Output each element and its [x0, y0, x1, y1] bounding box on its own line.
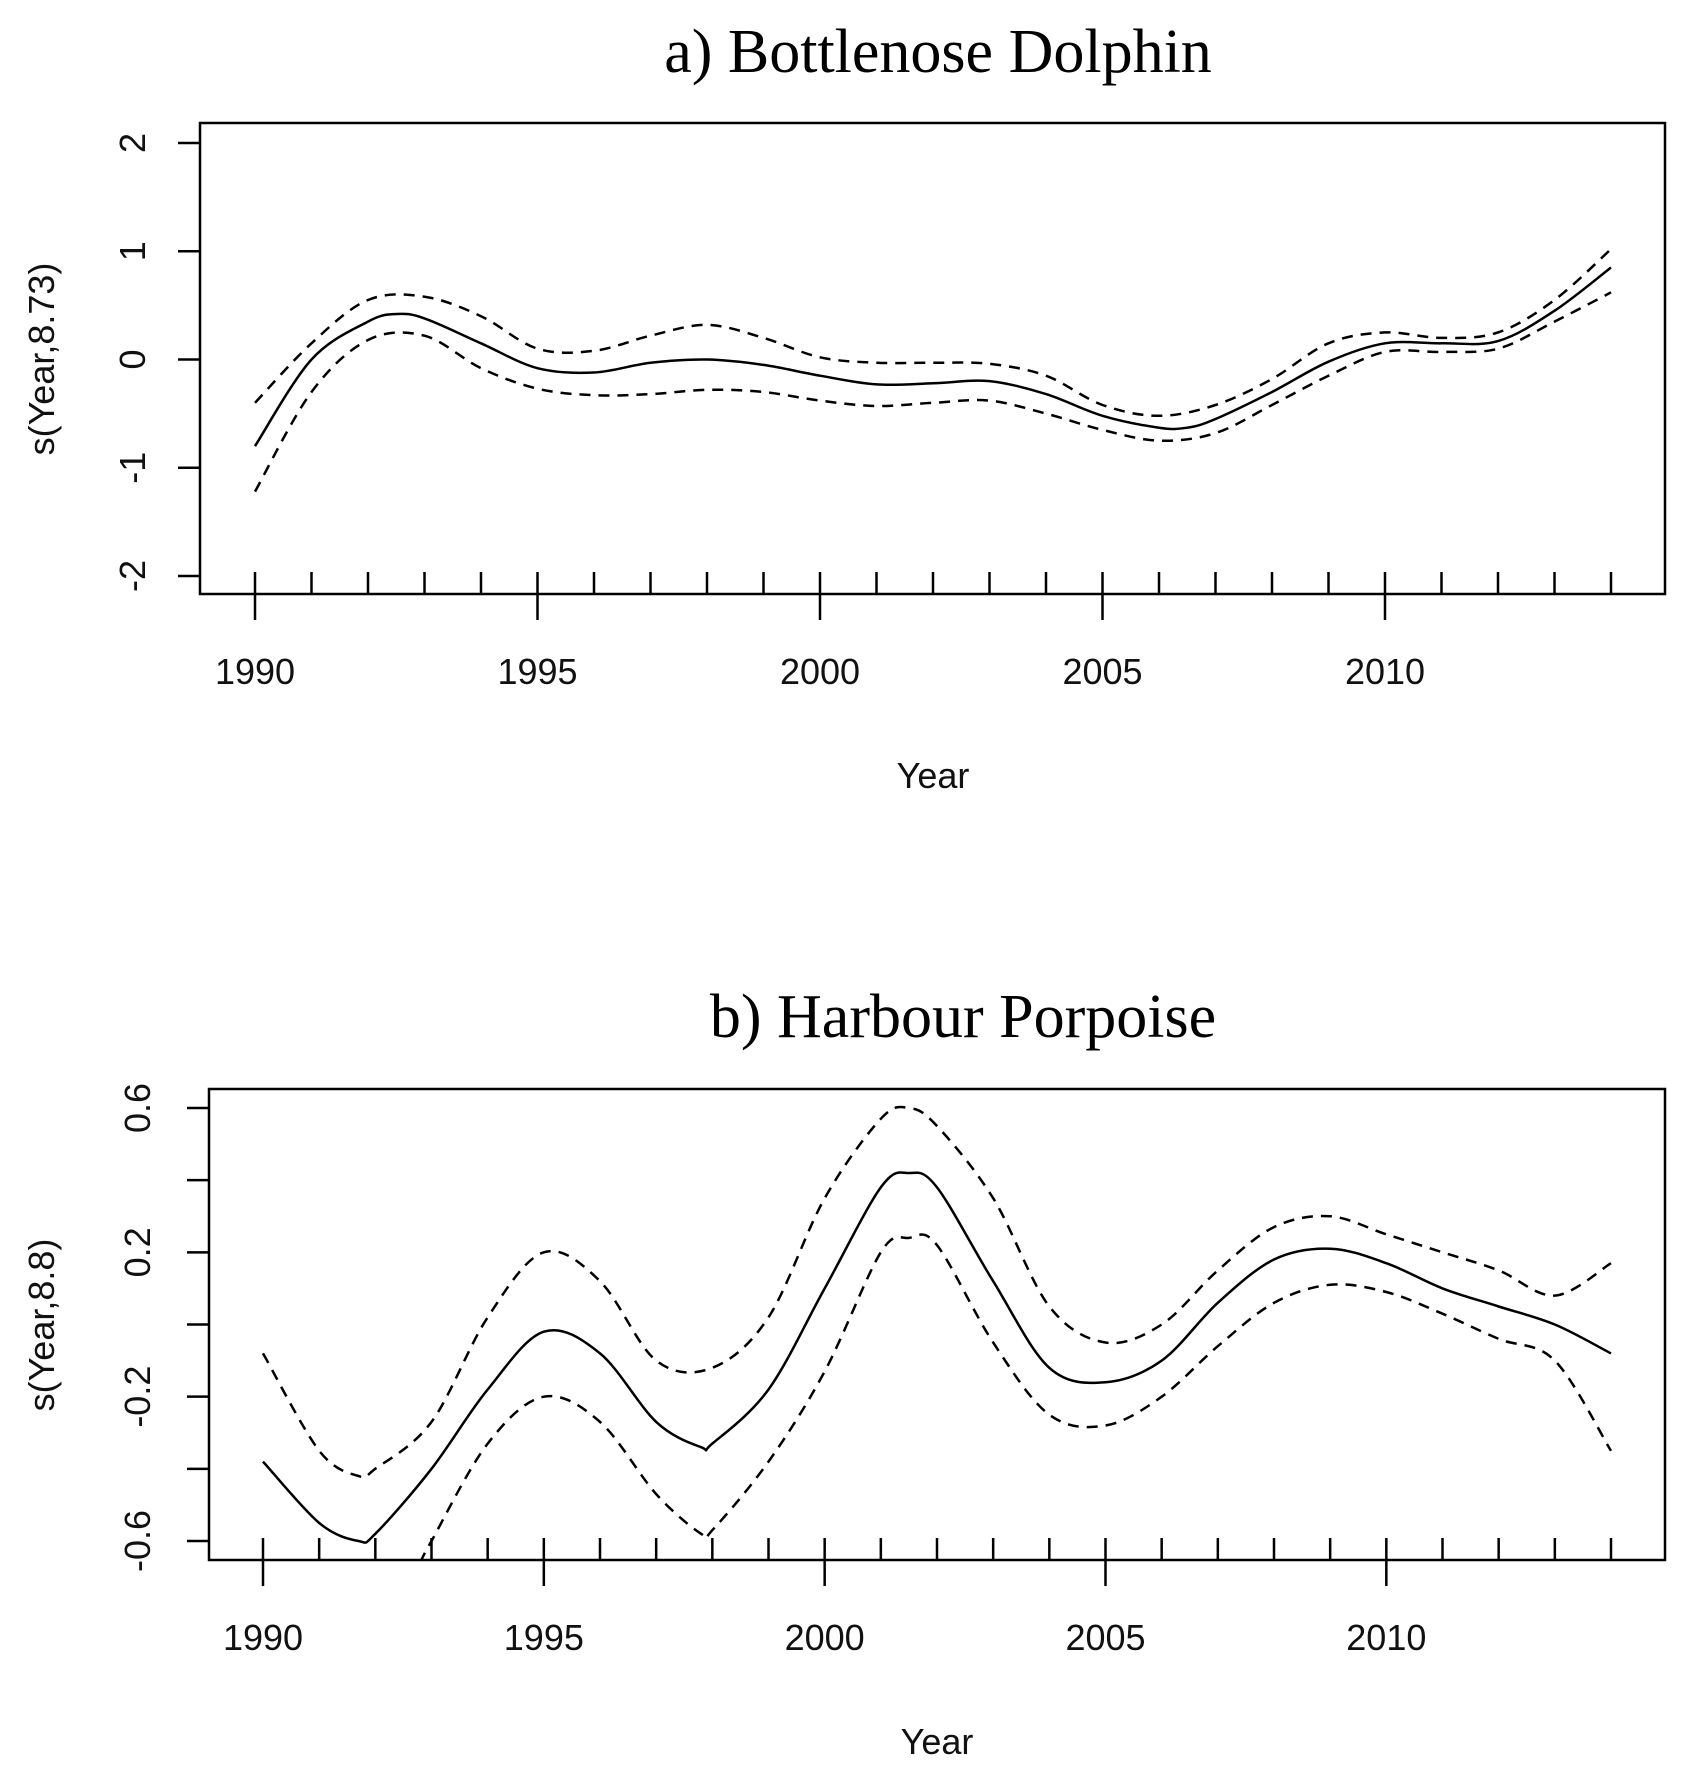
y-tick-label: -0.2: [117, 1366, 158, 1428]
y-tick-label: 0: [112, 349, 153, 369]
x-axis-label: Year: [897, 755, 970, 796]
series-fit-line: [253, 266, 1612, 447]
series-lower-line: [253, 291, 1612, 493]
x-tick-label: 1995: [504, 1617, 584, 1658]
y-tick-label: -2: [112, 560, 153, 592]
y-axis-label: s(Year,8.73): [21, 263, 62, 456]
plot-frame: [198, 121, 1667, 596]
plot-frame: [207, 1087, 1667, 1562]
x-axis-label: Year: [901, 1721, 974, 1762]
y-tick-label: 1: [112, 241, 153, 261]
series-upper-line: [261, 1105, 1612, 1479]
y-tick-label: 0.2: [117, 1227, 158, 1277]
series-upper-line: [254, 248, 1612, 418]
y-axis-label: s(Year,8.8): [21, 1239, 62, 1412]
x-tick-label: 2005: [1065, 1617, 1145, 1658]
x-tick-label: 2005: [1062, 651, 1142, 692]
x-tick-label: 2010: [1346, 1617, 1426, 1658]
y-tick-label: -0.6: [117, 1510, 158, 1572]
y-tick-label: -1: [112, 452, 153, 484]
x-tick-label: 1990: [215, 651, 295, 692]
chart-title: a) Bottlenose Dolphin: [664, 18, 1212, 86]
series-fit-line: [262, 1171, 1612, 1544]
chart-title: b) Harbour Porpoise: [710, 983, 1216, 1051]
panel-harbour-porpoise: b) Harbour Porpoise Year s(Year,8.8) 199…: [21, 983, 1667, 1762]
x-tick-label: 2000: [780, 651, 860, 692]
x-tick-label: 2010: [1345, 651, 1425, 692]
y-tick-label: 2: [112, 133, 153, 153]
y-tick-label: 0.6: [117, 1083, 158, 1133]
x-tick-label: 1995: [497, 651, 577, 692]
x-tick-label: 2000: [785, 1617, 865, 1658]
panel-bottlenose-dolphin: a) Bottlenose Dolphin Year s(Year,8.73) …: [21, 18, 1667, 796]
series-lower-line: [420, 1233, 1613, 1560]
x-tick-label: 1990: [223, 1617, 303, 1658]
